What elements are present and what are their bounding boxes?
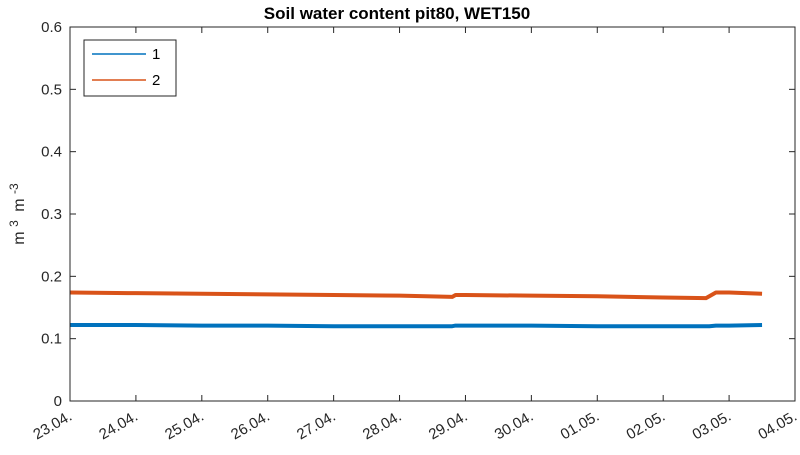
- series-layer: [69, 290, 763, 329]
- x-tick-label: 27.04.: [294, 408, 339, 444]
- x-tick-label: 29.04.: [426, 408, 471, 444]
- x-tick-label: 23.04.: [30, 408, 75, 444]
- x-tick-label: 24.04.: [96, 408, 141, 444]
- x-tick-label: 25.04.: [162, 408, 207, 444]
- legend: 12: [83, 39, 177, 97]
- y-axis-label-base2: m: [11, 198, 28, 211]
- svg-text:m 3 m -3: m 3 m -3: [5, 183, 28, 245]
- y-axis: 0 0.1 0.2 0.3 0.4 0.5 0.6: [41, 19, 795, 410]
- legend-label-1: 1: [152, 46, 160, 63]
- y-tick-label: 0: [54, 393, 62, 410]
- series-line-1: [70, 322, 763, 329]
- x-tick-label: 02.05.: [624, 408, 669, 444]
- y-axis-label-sup1: 3: [7, 220, 21, 227]
- plot-area: [69, 26, 796, 402]
- x-tick-label: 04.05.: [755, 408, 800, 444]
- y-tick-label: 0.2: [41, 268, 62, 285]
- x-tick-label: 01.05.: [558, 408, 603, 444]
- legend-box: [83, 39, 177, 97]
- y-tick-label: 0.5: [41, 81, 62, 98]
- x-tick-label: 03.05.: [689, 408, 734, 444]
- chart-title: Soil water content pit80, WET150: [264, 4, 530, 23]
- x-tick-label: 28.04.: [360, 408, 405, 444]
- y-tick-label: 0.1: [41, 331, 62, 348]
- y-axis-label-base1: m: [11, 231, 28, 244]
- series-line-2: [69, 290, 763, 301]
- x-tick-label: 30.04.: [492, 408, 537, 444]
- y-tick-label: 0.6: [41, 19, 62, 36]
- y-tick-label: 0.3: [41, 206, 62, 223]
- legend-label-2: 2: [152, 72, 160, 89]
- y-axis-label: m 3 m -3: [5, 183, 28, 245]
- x-tick-label: 26.04.: [228, 408, 273, 444]
- y-tick-label: 0.4: [41, 144, 62, 161]
- y-axis-label-sup2: -3: [7, 183, 21, 194]
